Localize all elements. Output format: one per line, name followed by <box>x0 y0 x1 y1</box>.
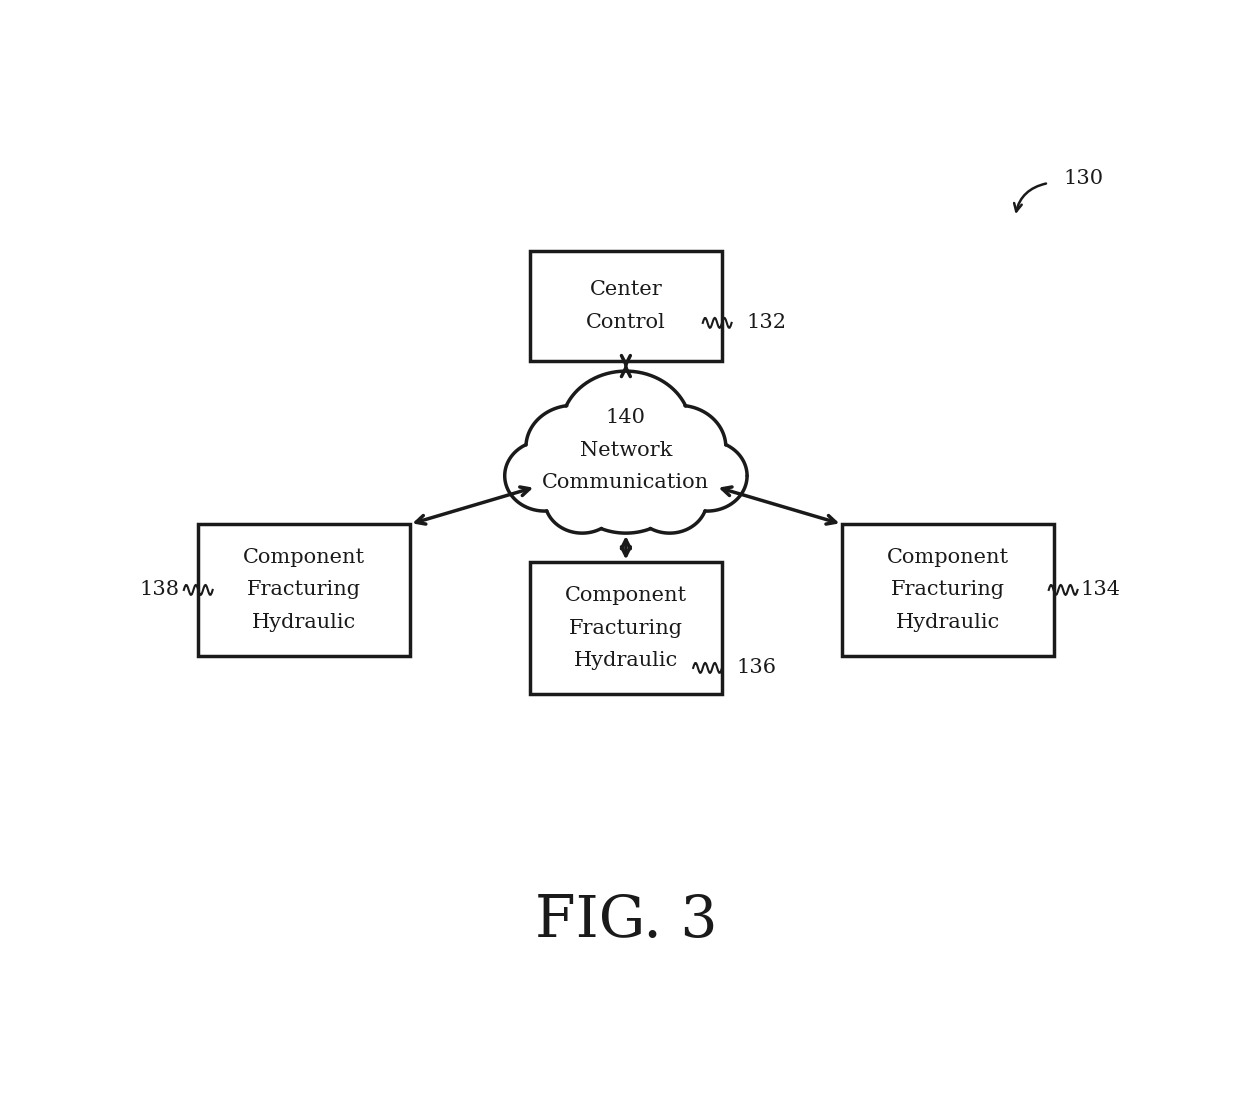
Text: Hydraulic: Hydraulic <box>895 612 999 632</box>
Text: 136: 136 <box>737 658 776 677</box>
Text: 130: 130 <box>1063 170 1104 188</box>
Circle shape <box>563 423 688 533</box>
Bar <box>529 563 722 694</box>
Text: Component: Component <box>243 548 365 567</box>
Text: Component: Component <box>887 548 1009 567</box>
Circle shape <box>667 440 746 511</box>
Bar <box>198 524 409 655</box>
Text: Hydraulic: Hydraulic <box>574 651 678 669</box>
Circle shape <box>526 405 621 489</box>
Text: 140: 140 <box>606 408 646 427</box>
Text: FIG. 3: FIG. 3 <box>534 893 717 949</box>
Circle shape <box>544 467 620 533</box>
Bar <box>529 251 722 361</box>
Text: Communication: Communication <box>542 472 709 492</box>
Text: 134: 134 <box>1080 580 1121 599</box>
Text: 138: 138 <box>139 580 179 599</box>
Text: Network: Network <box>580 440 672 459</box>
Circle shape <box>632 467 707 533</box>
Text: Center: Center <box>589 281 662 299</box>
Text: Component: Component <box>565 587 687 606</box>
Text: Fracturing: Fracturing <box>890 580 1004 599</box>
Bar <box>842 524 1054 655</box>
Text: 132: 132 <box>746 314 786 333</box>
Text: Fracturing: Fracturing <box>247 580 361 599</box>
Circle shape <box>560 371 691 486</box>
Text: Fracturing: Fracturing <box>569 619 683 637</box>
Circle shape <box>505 440 585 511</box>
Text: Control: Control <box>587 313 666 331</box>
Text: Hydraulic: Hydraulic <box>252 612 356 632</box>
Circle shape <box>631 405 725 489</box>
